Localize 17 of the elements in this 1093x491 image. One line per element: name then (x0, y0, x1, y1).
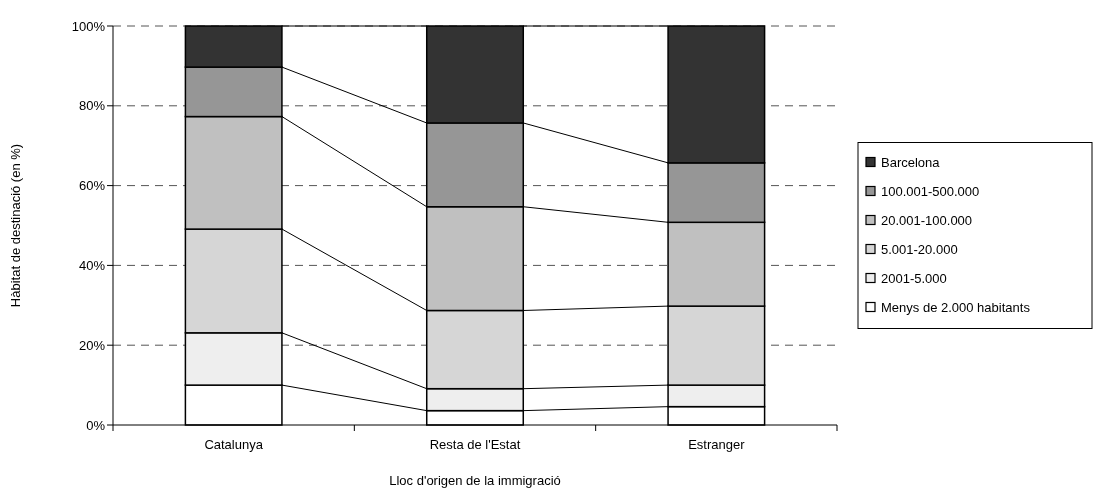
legend-label: 20.001-100.000 (881, 213, 973, 229)
y-tick-label: 60% (78, 178, 106, 194)
x-tick-label: Catalunya (204, 437, 264, 452)
legend-label: Barcelona (881, 155, 941, 171)
x-tick-label: Resta de l'Estat (429, 437, 521, 452)
y-tick-label: 80% (78, 98, 106, 114)
legend-label: 100.001-500.000 (881, 184, 980, 200)
legend-label: 2001-5.000 (881, 271, 947, 287)
x-axis-title: Lloc d'origen de la immigració (389, 473, 561, 488)
y-tick-label: 20% (78, 337, 106, 353)
y-tick-label: 40% (78, 257, 106, 273)
y-axis-title: Hàbitat de destinació (en %) (8, 143, 23, 308)
legend-label: Menys de 2.000 habitants (881, 300, 1031, 316)
legend-label: 5.001-20.000 (881, 242, 958, 258)
x-tick-label: Estranger (688, 437, 746, 452)
y-tick-label: 100% (71, 18, 106, 34)
y-tick-label: 0% (86, 417, 106, 433)
